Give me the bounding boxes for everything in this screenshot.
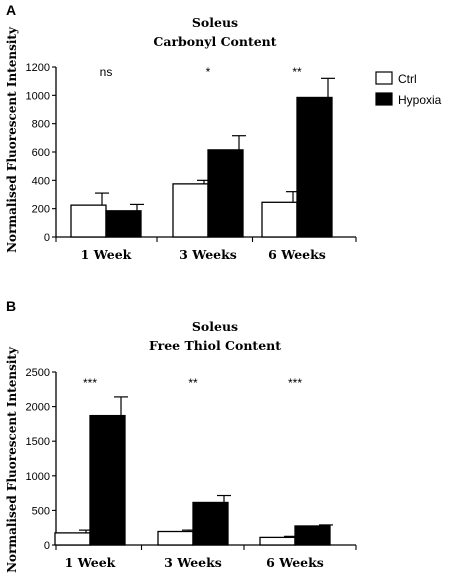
x-tick-label: 1 Week: [65, 555, 116, 570]
y-tick-label: 0: [44, 232, 50, 244]
y-tick-label: 800: [32, 119, 50, 131]
y-tick-label: 1000: [26, 471, 50, 483]
bar-hypoxia-1-week: [89, 414, 126, 546]
bar-ctrl-3-weeks: [157, 530, 194, 546]
significance-label: ns: [100, 65, 113, 79]
legend-swatch-ctrl: [375, 71, 393, 85]
chart-subtitle-b: Free Thiol Content: [149, 338, 281, 353]
y-tick-label: 1200: [26, 62, 50, 74]
x-tick-label: 6 Weeks: [266, 555, 324, 570]
y-tick-label: 200: [32, 204, 50, 216]
legend-label-ctrl: Ctrl: [398, 72, 417, 86]
bar-ctrl-1-week: [70, 204, 107, 238]
y-tick-label: 400: [32, 175, 50, 187]
y-tick-label: 500: [32, 505, 50, 517]
chart-subtitle-a: Carbonyl Content: [153, 34, 276, 49]
bar-hypoxia-1-week: [105, 210, 142, 238]
bar-ctrl-3-weeks: [172, 183, 209, 238]
panel-b: B Soleus Free Thiol Content Normalised F…: [5, 298, 357, 573]
significance-label: ***: [288, 376, 302, 390]
panel-a: A Soleus Carbonyl Content Normalised Flu…: [5, 2, 442, 262]
x-tick-label: 6 Weeks: [268, 247, 326, 262]
x-tick-label: 1 Week: [81, 247, 132, 262]
chart-title-b: Soleus: [192, 319, 238, 334]
chart-title-a: Soleus: [192, 15, 238, 30]
y-tick-label: 600: [32, 147, 50, 159]
significance-label: *: [206, 65, 211, 79]
legend-swatch-hypoxia: [375, 92, 393, 106]
y-axis-label-b: Normalised Fluorescent Intensity: [5, 346, 19, 573]
bar-ctrl-6-weeks: [261, 201, 298, 238]
panel-letter-a: A: [6, 2, 16, 18]
y-tick-label: 2000: [26, 402, 50, 414]
bar-hypoxia-3-weeks: [207, 149, 244, 238]
bar-ctrl-6-weeks: [259, 536, 296, 546]
axes-a: 0 200 400 600 800 1000 1200 1 Week 3 Weeks 6 Week…: [26, 62, 357, 262]
y-tick-label: 1000: [26, 90, 50, 102]
bars-b: *** ** ***: [54, 376, 333, 546]
bar-hypoxia-3-weeks: [192, 501, 229, 546]
significance-label: ***: [83, 376, 97, 390]
significance-label: **: [292, 65, 302, 79]
y-tick-label: 2500: [26, 367, 50, 379]
legend: Ctrl Hypoxia: [375, 71, 442, 107]
x-tick-label: 3 Weeks: [164, 555, 222, 570]
bar-hypoxia-6-weeks: [294, 525, 331, 546]
y-axis-label-a: Normalised Fluorescent Intensity: [5, 26, 19, 253]
bar-ctrl-1-week: [54, 532, 91, 546]
x-tick-label: 3 Weeks: [179, 247, 237, 262]
panel-letter-b: B: [6, 298, 16, 314]
legend-label-hypoxia: Hypoxia: [398, 93, 442, 107]
significance-label: **: [188, 376, 198, 390]
bars-a: ns * **: [70, 65, 335, 238]
y-tick-label: 0: [44, 540, 50, 552]
bar-hypoxia-6-weeks: [296, 96, 333, 238]
y-tick-label: 1500: [26, 436, 50, 448]
